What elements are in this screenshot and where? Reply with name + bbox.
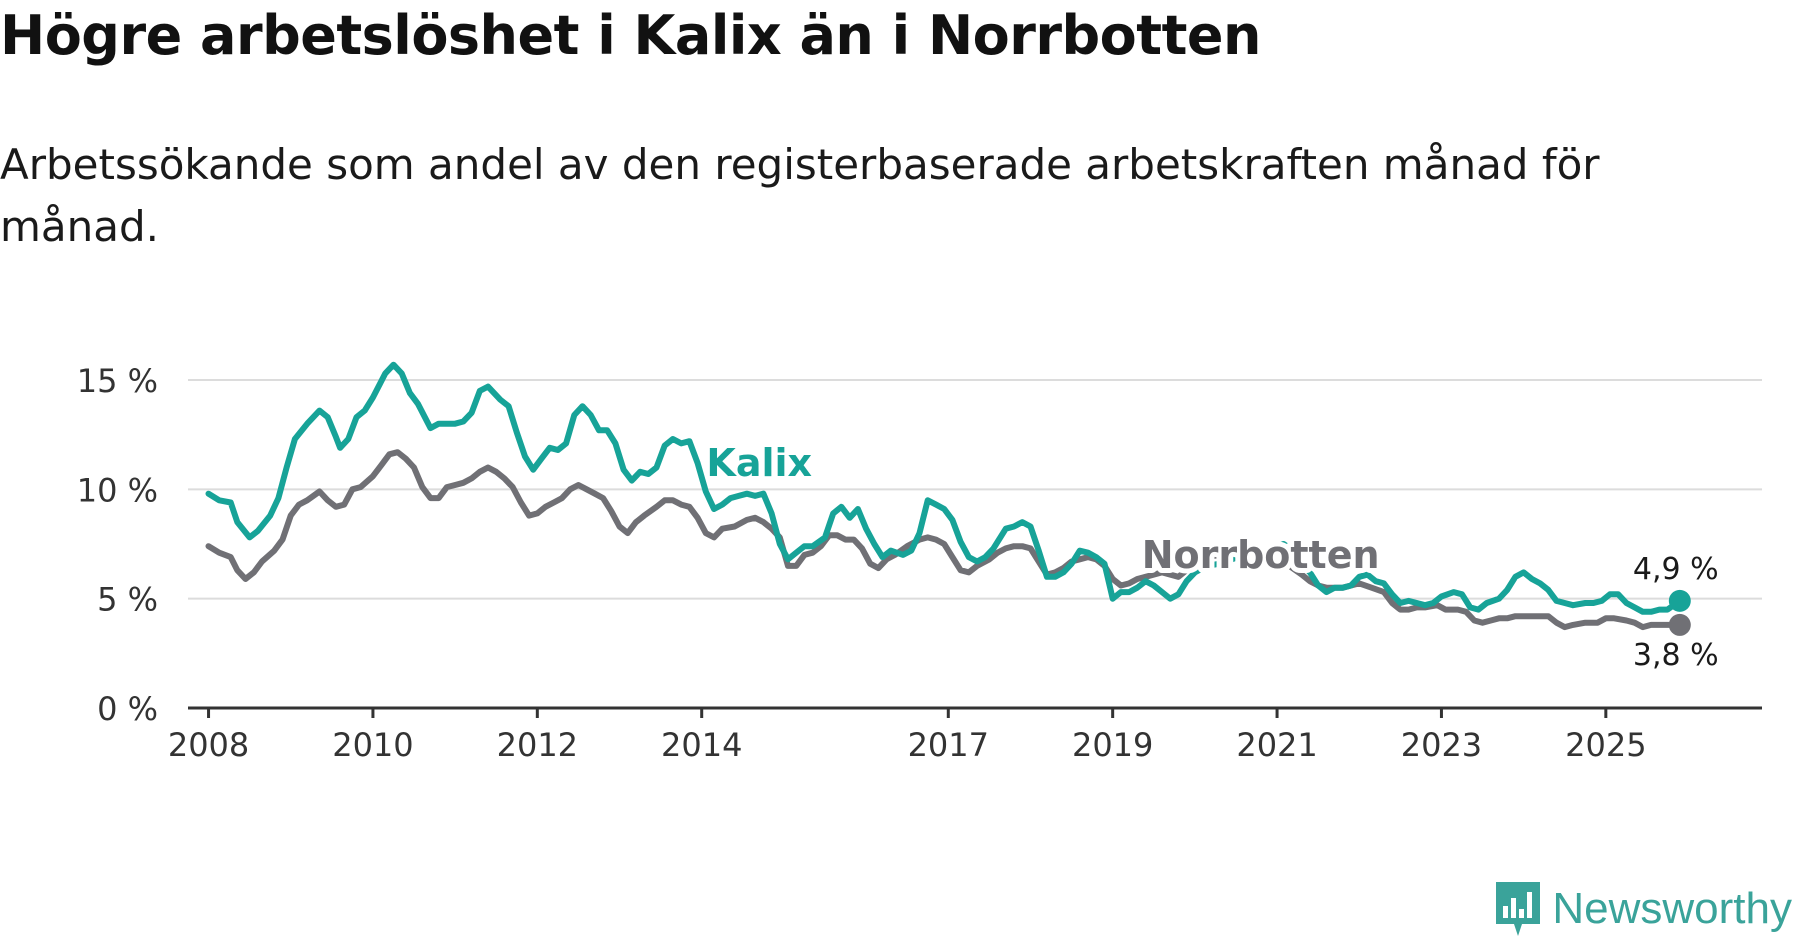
x-tick-label: 2014: [661, 726, 742, 764]
x-tick-label: 2010: [332, 726, 413, 764]
end-point-kalix: [1668, 589, 1691, 612]
series-line-norrbotten: [205, 449, 1683, 631]
x-tick-label: 2025: [1565, 726, 1646, 764]
chart-subtitle: Arbetssökande som andel av den registerb…: [0, 140, 1600, 251]
y-tick-label: 10 %: [77, 471, 158, 509]
y-tick-label: 15 %: [77, 362, 158, 400]
end-label-norrbotten: 3,8 %: [1633, 638, 1719, 673]
y-tick-label: 0 %: [97, 690, 158, 728]
brand-name: Newsworthy: [1552, 884, 1792, 933]
newsworthy-logo-icon: [1496, 882, 1541, 936]
chart-title: Högre arbetslöshet i Kalix än i Norrbott…: [0, 4, 1261, 67]
series-label-norrbotten: Norrbotten: [1142, 533, 1380, 577]
end-point-norrbotten: [1668, 613, 1691, 636]
brand-logo: Newsworthy: [1492, 878, 1792, 940]
x-tick-label: 2017: [908, 726, 989, 764]
x-tick-label: 2023: [1401, 726, 1482, 764]
x-tick-label: 2012: [497, 726, 578, 764]
end-label-kalix: 4,9 %: [1633, 552, 1719, 587]
x-tick-label: 2008: [168, 726, 249, 764]
x-tick-label: 2019: [1072, 726, 1153, 764]
series-line-kalix: [205, 361, 1683, 615]
series-label-kalix: Kalix: [706, 441, 812, 485]
x-tick-label: 2021: [1236, 726, 1317, 764]
y-tick-label: 5 %: [97, 581, 158, 619]
